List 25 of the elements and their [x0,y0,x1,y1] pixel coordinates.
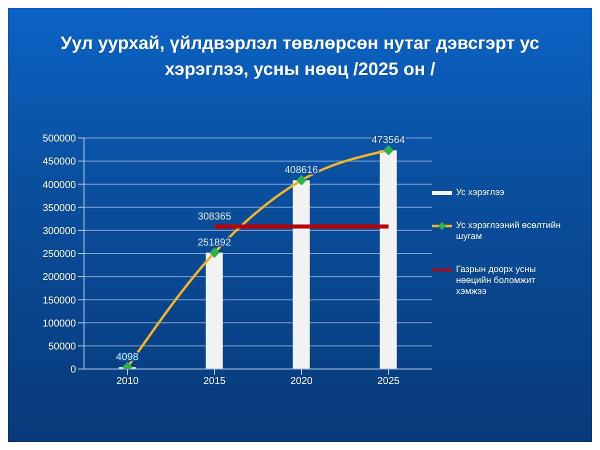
y-tick-label: 50000 [48,341,76,352]
bar [206,252,223,369]
data-label: 408616 [284,165,318,176]
y-tick-label: 200000 [42,272,76,284]
chart-title: Уул уурхай, үйлдвэрлэл төвлөрсөн нутаг дэвсгэрт ус хэрэглээ, усны нөөц /2025 он / [60,32,540,81]
y-tick-label: 500000 [42,134,76,145]
legend-label: Ус хэрэглээ [456,187,504,198]
y-tick-label: 250000 [42,249,76,260]
y-tick-label: 0 [70,364,76,376]
bar [292,180,310,369]
y-tick-label: 100000 [42,318,76,330]
x-tick-label: 2025 [377,376,400,388]
y-tick-label: 350000 [42,202,76,214]
y-tick-label: 300000 [42,226,76,237]
x-tick-label: 2010 [116,376,140,388]
data-label: 308365 [198,212,232,223]
x-tick-label: 2020 [290,376,314,388]
bar [380,150,397,369]
y-tick-label: 450000 [42,156,76,168]
y-tick-label: 400000 [42,180,76,191]
x-tick-label: 2015 [203,376,226,388]
y-tick-label: 150000 [42,295,76,306]
legend-label: Ус хэрэглээний өсөлтийн шугам [456,220,562,242]
legend-label: Газрын доорх усны нөөцийн боломжит хэмжээ [456,264,537,297]
data-label: 473564 [372,135,406,146]
